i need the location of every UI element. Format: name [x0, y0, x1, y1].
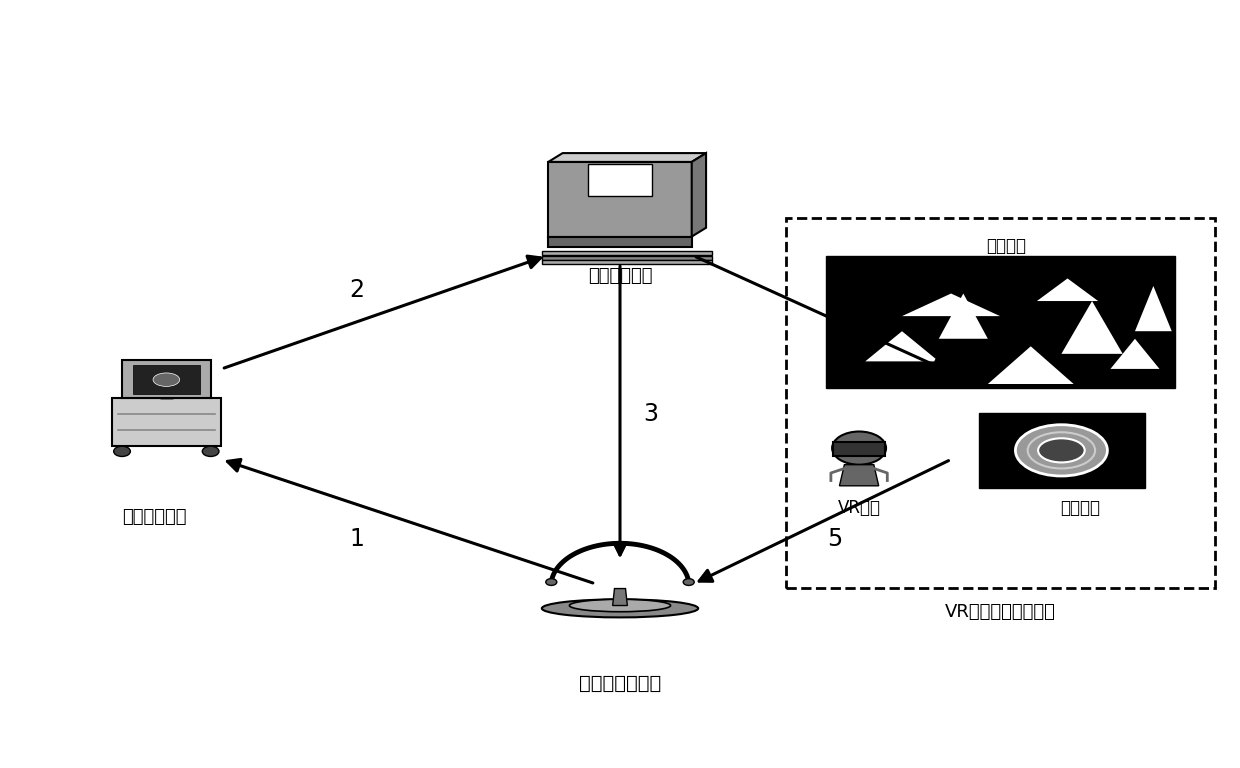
- Polygon shape: [133, 366, 200, 394]
- Circle shape: [546, 578, 557, 585]
- Polygon shape: [939, 293, 988, 339]
- Circle shape: [114, 446, 130, 456]
- Text: 可视窗口: 可视窗口: [1060, 498, 1100, 517]
- Text: 虚拟游戏: 虚拟游戏: [986, 237, 1027, 255]
- Polygon shape: [588, 164, 652, 196]
- Ellipse shape: [1038, 439, 1085, 462]
- Polygon shape: [1061, 301, 1122, 354]
- Polygon shape: [548, 162, 692, 237]
- Bar: [826, 256, 1176, 388]
- Circle shape: [202, 446, 219, 456]
- Bar: [833, 442, 885, 455]
- Circle shape: [832, 432, 887, 465]
- Ellipse shape: [1016, 425, 1107, 476]
- Text: 表面肌电系统: 表面肌电系统: [122, 508, 186, 526]
- Text: 可控式训练平台: 可控式训练平台: [579, 674, 661, 694]
- Ellipse shape: [569, 599, 671, 612]
- Polygon shape: [112, 398, 221, 446]
- Polygon shape: [542, 251, 712, 255]
- Polygon shape: [1111, 339, 1159, 369]
- Polygon shape: [542, 256, 712, 260]
- Polygon shape: [839, 465, 879, 486]
- Text: 4: 4: [827, 278, 842, 302]
- Circle shape: [683, 578, 694, 585]
- Text: VR眼镜: VR眼镜: [837, 498, 880, 517]
- Polygon shape: [1135, 286, 1172, 331]
- Text: 数据处理中心: 数据处理中心: [588, 267, 652, 285]
- Polygon shape: [613, 588, 627, 605]
- Polygon shape: [988, 346, 1074, 384]
- Text: 2: 2: [348, 278, 363, 302]
- Polygon shape: [542, 260, 712, 264]
- Polygon shape: [548, 153, 706, 162]
- Polygon shape: [866, 331, 939, 362]
- Polygon shape: [901, 293, 1001, 316]
- Text: 3: 3: [644, 402, 658, 426]
- Text: 5: 5: [827, 527, 842, 551]
- Polygon shape: [548, 237, 692, 247]
- Text: VR情景互动训练系统: VR情景互动训练系统: [945, 603, 1055, 621]
- Ellipse shape: [542, 599, 698, 617]
- Polygon shape: [122, 359, 211, 398]
- Bar: [785, 218, 1215, 588]
- Polygon shape: [692, 153, 706, 237]
- Text: 1: 1: [348, 527, 363, 551]
- Bar: [980, 412, 1145, 488]
- Ellipse shape: [153, 373, 180, 386]
- Polygon shape: [1037, 279, 1099, 301]
